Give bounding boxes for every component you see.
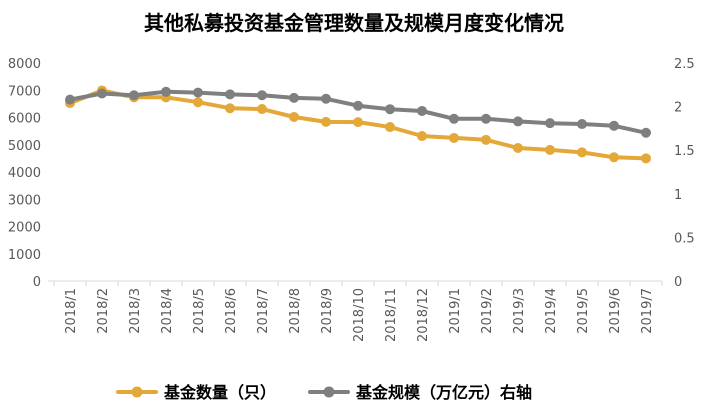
series-1-point — [225, 89, 235, 100]
right-tick-label: 0.5 — [674, 231, 695, 246]
right-tick-label: 2.5 — [674, 57, 695, 72]
series-1-point — [257, 90, 267, 101]
series-1-point — [65, 94, 75, 105]
x-tick-label: 2018/8 — [288, 288, 303, 334]
series-1-point — [609, 120, 619, 131]
x-tick-label: 2018/9 — [320, 288, 335, 334]
series-0-point — [289, 111, 299, 122]
series-0-point — [321, 116, 331, 127]
series-0-point — [225, 103, 235, 114]
x-tick-label: 2018/6 — [224, 288, 239, 334]
series-0-point — [417, 131, 427, 142]
series-0-point — [481, 134, 491, 145]
series-0-point — [193, 97, 203, 108]
left-tick-label: 4000 — [8, 166, 41, 181]
left-tick-label: 2000 — [8, 221, 41, 236]
series-0-point — [641, 153, 651, 164]
legend-label-0: 基金数量（只） — [163, 383, 276, 402]
legend: 基金数量（只） 基金规模（万亿元）右轴 — [116, 383, 532, 402]
series-0-point — [513, 143, 523, 154]
series-1-point — [449, 113, 459, 124]
x-tick-label: 2018/3 — [128, 288, 143, 334]
series-1-point — [353, 100, 363, 111]
series-0-point — [353, 117, 363, 128]
left-tick-label: 8000 — [8, 57, 41, 72]
series-1-point — [417, 105, 427, 116]
x-tick-label: 2019/1 — [448, 288, 463, 334]
series-0-point — [577, 147, 587, 158]
x-tick-label: 2019/5 — [576, 288, 591, 334]
series-0-point — [385, 122, 395, 133]
series-1-point — [193, 87, 203, 98]
left-tick-label: 0 — [33, 275, 41, 290]
x-tick-label: 2018/10 — [352, 288, 367, 342]
series-0-point — [545, 144, 555, 155]
right-tick-label: 1.5 — [674, 144, 695, 159]
left-tick-label: 3000 — [8, 193, 41, 208]
right-tick-label: 1 — [674, 188, 682, 203]
series-1-point — [289, 92, 299, 103]
right-axis: 0 0.5 1 1.5 2 2.5 — [674, 57, 695, 290]
series-1-point — [545, 118, 555, 129]
series-1-point — [97, 88, 107, 99]
right-tick-label: 2 — [674, 101, 682, 116]
series-1-point — [385, 104, 395, 115]
x-axis: 2018/1 2018/2 2018/3 2018/4 2018/5 2018/6 2018… — [53, 281, 663, 342]
x-tick-label: 2018/4 — [160, 288, 175, 334]
series-1-point — [161, 86, 171, 97]
left-axis: 0 1000 2000 3000 4000 5000 6000 7000 8000 — [8, 57, 41, 290]
series-1-point — [577, 119, 587, 130]
x-tick-label: 2018/5 — [192, 288, 207, 334]
chart-title: 其他私募投资基金管理数量及规模月度变化情况 — [144, 11, 564, 35]
legend-marker-0 — [131, 386, 143, 398]
left-tick-label: 7000 — [8, 84, 41, 99]
left-tick-label: 6000 — [8, 112, 41, 127]
x-tick-label: 2019/3 — [512, 288, 527, 334]
series-0-point — [609, 152, 619, 163]
legend-marker-1 — [323, 386, 335, 398]
left-tick-label: 5000 — [8, 139, 41, 154]
x-tick-label: 2018/11 — [384, 288, 399, 342]
series-layer — [65, 85, 651, 164]
series-1-point — [641, 127, 651, 138]
left-tick-label: 1000 — [8, 248, 41, 263]
x-tick-label: 2019/4 — [544, 288, 559, 334]
x-tick-label: 2018/12 — [416, 288, 431, 342]
series-1-point — [481, 113, 491, 124]
right-tick-label: 0 — [674, 275, 682, 290]
series-1-point — [321, 93, 331, 104]
x-tick-label: 2018/7 — [256, 288, 271, 334]
x-tick-label: 2018/2 — [96, 288, 111, 334]
legend-label-1: 基金规模（万亿元）右轴 — [355, 383, 532, 402]
x-tick-label: 2019/2 — [480, 288, 495, 334]
series-1-point — [513, 116, 523, 127]
series-0-point — [257, 104, 267, 115]
x-tick-label: 2019/7 — [640, 288, 655, 334]
series-0-point — [449, 132, 459, 143]
x-tick-label: 2018/1 — [64, 288, 79, 334]
series-1-point — [129, 90, 139, 101]
x-tick-label: 2019/6 — [608, 288, 623, 334]
